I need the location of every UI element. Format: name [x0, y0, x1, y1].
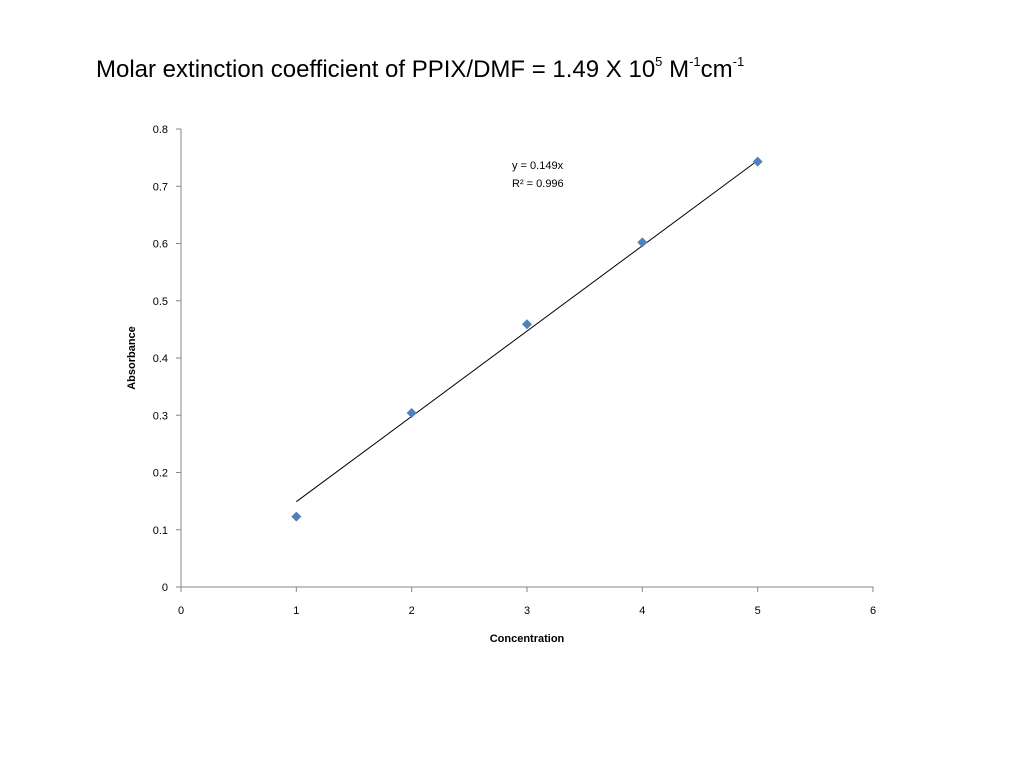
x-tick-label: 0	[178, 605, 184, 617]
data-point	[406, 407, 417, 418]
x-tick-label: 4	[639, 605, 645, 617]
trendline	[296, 160, 758, 503]
data-point	[522, 319, 532, 330]
y-axis-title: Absorbance	[126, 326, 138, 390]
title-exponent-cm: -1	[732, 54, 745, 69]
x-tick-label: 3	[524, 605, 530, 617]
data-points	[291, 156, 763, 522]
y-tick-label: 0.4	[153, 353, 168, 365]
y-tick-label: 0.6	[153, 239, 168, 251]
data-point	[752, 156, 763, 167]
title-exponent-m: -1	[689, 54, 701, 69]
data-point	[637, 237, 648, 248]
trendline-group	[296, 160, 758, 503]
y-tick-label: 0.8	[153, 124, 168, 136]
y-tick-label: 0.3	[153, 410, 168, 422]
chart-axes	[180, 129, 873, 588]
x-tick-label: 1	[293, 605, 299, 617]
chart-labels: y = 0.149x R² = 0.996 Concentration Absorba…	[126, 160, 565, 645]
y-tick-label: 0.7	[153, 181, 168, 193]
x-tick-label: 5	[755, 605, 761, 617]
y-tick-label: 0.5	[153, 296, 168, 308]
title-text: Molar extinction coefficient of PPIX/DMF…	[96, 56, 656, 83]
x-tick-label: 2	[409, 605, 415, 617]
title-unit-cm: cm	[700, 56, 733, 83]
y-tick-label: 0.2	[153, 468, 168, 480]
y-tick-label: 0.1	[153, 525, 168, 537]
trendline-equation: y = 0.149x	[512, 160, 564, 172]
data-point	[291, 511, 302, 522]
x-tick-label: 6	[870, 605, 876, 617]
x-axis-title: Concentration	[490, 633, 565, 645]
title-unit-m: M	[662, 56, 690, 83]
y-tick-label: 0	[162, 582, 168, 594]
r-squared-label: R² = 0.996	[512, 178, 564, 190]
slide-title: Molar extinction coefficient of PPIX/DMF…	[96, 54, 745, 84]
chart-ticks: 0 0.1 0.2 0.3 0.4 0.5 0.6 0.7 0.8 0 1 2 3 4 5 6	[153, 124, 876, 617]
title-exponent-5: 5	[655, 54, 663, 69]
